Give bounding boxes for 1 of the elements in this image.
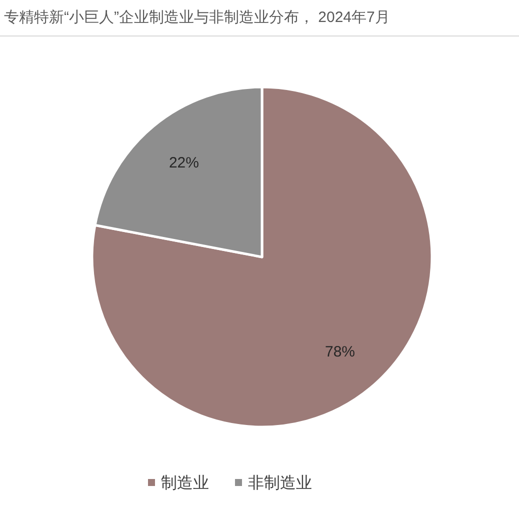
- title: 专精特新“小巨人”企业制造业与非制造业分布， 2024年7月: [4, 9, 390, 26]
